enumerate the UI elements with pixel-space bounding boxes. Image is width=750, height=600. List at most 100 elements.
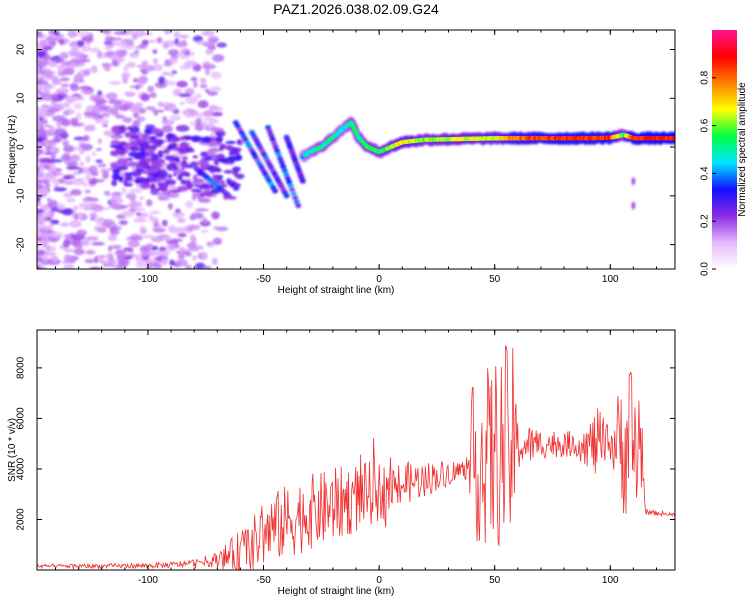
noise-blob (161, 125, 173, 133)
x-tick-label: -100 (138, 274, 158, 285)
band-blob (129, 146, 135, 152)
band-blob (145, 157, 153, 161)
noise-blob (206, 241, 214, 246)
noise-blob (69, 154, 81, 163)
noise-blob (151, 64, 164, 72)
band-blob (192, 178, 205, 184)
band-blob (119, 125, 126, 132)
freq-tick-label: -20 (16, 237, 27, 252)
noise-blob (67, 30, 78, 38)
colorbar-gradient (712, 30, 737, 269)
stripe-blob (292, 195, 299, 201)
noise-blob (37, 83, 47, 90)
noise-blob (163, 62, 173, 67)
noise-blob (100, 168, 111, 174)
stripe-blob (266, 128, 273, 134)
noise-blob (43, 252, 57, 256)
noise-blob (208, 147, 223, 152)
noise-blob (37, 188, 49, 196)
noise-blob (175, 124, 190, 132)
noise-blob (140, 251, 153, 257)
snr-line (37, 345, 675, 570)
band-blob (190, 188, 202, 193)
noise-blob (80, 45, 91, 52)
noise-blob (39, 157, 53, 164)
band-blob (181, 156, 189, 160)
noise-blob (200, 229, 209, 234)
noise-blob (62, 176, 72, 180)
noise-blob (94, 216, 105, 225)
noise-blob (37, 34, 44, 39)
stripe-blob (283, 193, 290, 199)
noise-blob (37, 141, 44, 148)
spur-blob (631, 177, 636, 186)
colorbar-tick-label: 0.8 (700, 70, 711, 84)
noise-blob (106, 252, 114, 260)
noise-blob (51, 244, 56, 253)
noise-blob (122, 75, 128, 84)
noise-blob (169, 259, 176, 266)
noise-blob (50, 164, 57, 172)
stripe-blob (271, 140, 278, 146)
noise-blob (132, 112, 140, 118)
noise-blob (49, 255, 59, 264)
band-blob (164, 179, 177, 186)
colorbar: 0.0 0.2 0.4 0.6 0.8 Normalized spectral ampli… (700, 30, 748, 276)
noise-blob (175, 41, 188, 48)
stripe-blob (275, 152, 282, 158)
noise-blob (57, 65, 65, 72)
noise-blob (42, 180, 51, 184)
noise-blob (139, 196, 144, 200)
noise-blob (42, 226, 51, 232)
freq-tick: 10 (16, 92, 675, 104)
stripe-blob (277, 156, 284, 162)
band-blob (156, 169, 167, 174)
stripe-blob (274, 148, 281, 154)
noise-blob (72, 205, 79, 211)
noise-blob (43, 104, 52, 110)
x-tick-label: 100 (602, 274, 619, 285)
stripe-blob (272, 144, 279, 150)
band-blob (215, 136, 223, 143)
band-blob (214, 169, 222, 173)
stripe-blob (290, 191, 297, 197)
noise-blob (137, 207, 145, 211)
noise-blob (113, 30, 128, 35)
freq-tick: -20 (16, 237, 675, 252)
noise-blob (37, 266, 42, 269)
noise-blob (80, 89, 95, 95)
noise-blob (138, 225, 146, 230)
noise-blob (133, 254, 143, 260)
noise-blob (192, 255, 197, 261)
band-blob (144, 177, 156, 183)
noise-blob (103, 40, 113, 46)
noise-blob (200, 79, 207, 86)
noise-blob (80, 122, 85, 126)
noise-blob (56, 88, 69, 94)
noise-blob (51, 78, 62, 85)
noise-blob (145, 265, 154, 269)
noise-blob (66, 197, 76, 203)
noise-blob (45, 173, 52, 181)
noise-blob (124, 91, 136, 97)
noise-blob (70, 84, 80, 92)
noise-blob (82, 198, 92, 203)
noise-blob (73, 177, 85, 181)
noise-blob (91, 151, 97, 157)
stripe-blob (295, 203, 302, 209)
freq-tick-label: 0 (16, 144, 27, 150)
band-blob (126, 126, 133, 131)
noise-blob (58, 209, 72, 214)
band-blob (112, 168, 121, 175)
band-blob (200, 136, 212, 144)
noise-blob (117, 259, 130, 266)
noise-blob (88, 165, 98, 174)
noise-blob (66, 61, 72, 65)
noise-blob (69, 220, 82, 228)
x-tick-label: -50 (256, 274, 271, 285)
band-blob (220, 143, 226, 149)
noise-blob (179, 34, 189, 39)
noise-blob (129, 107, 139, 113)
noise-blob (202, 41, 216, 48)
noise-blob (123, 65, 129, 72)
